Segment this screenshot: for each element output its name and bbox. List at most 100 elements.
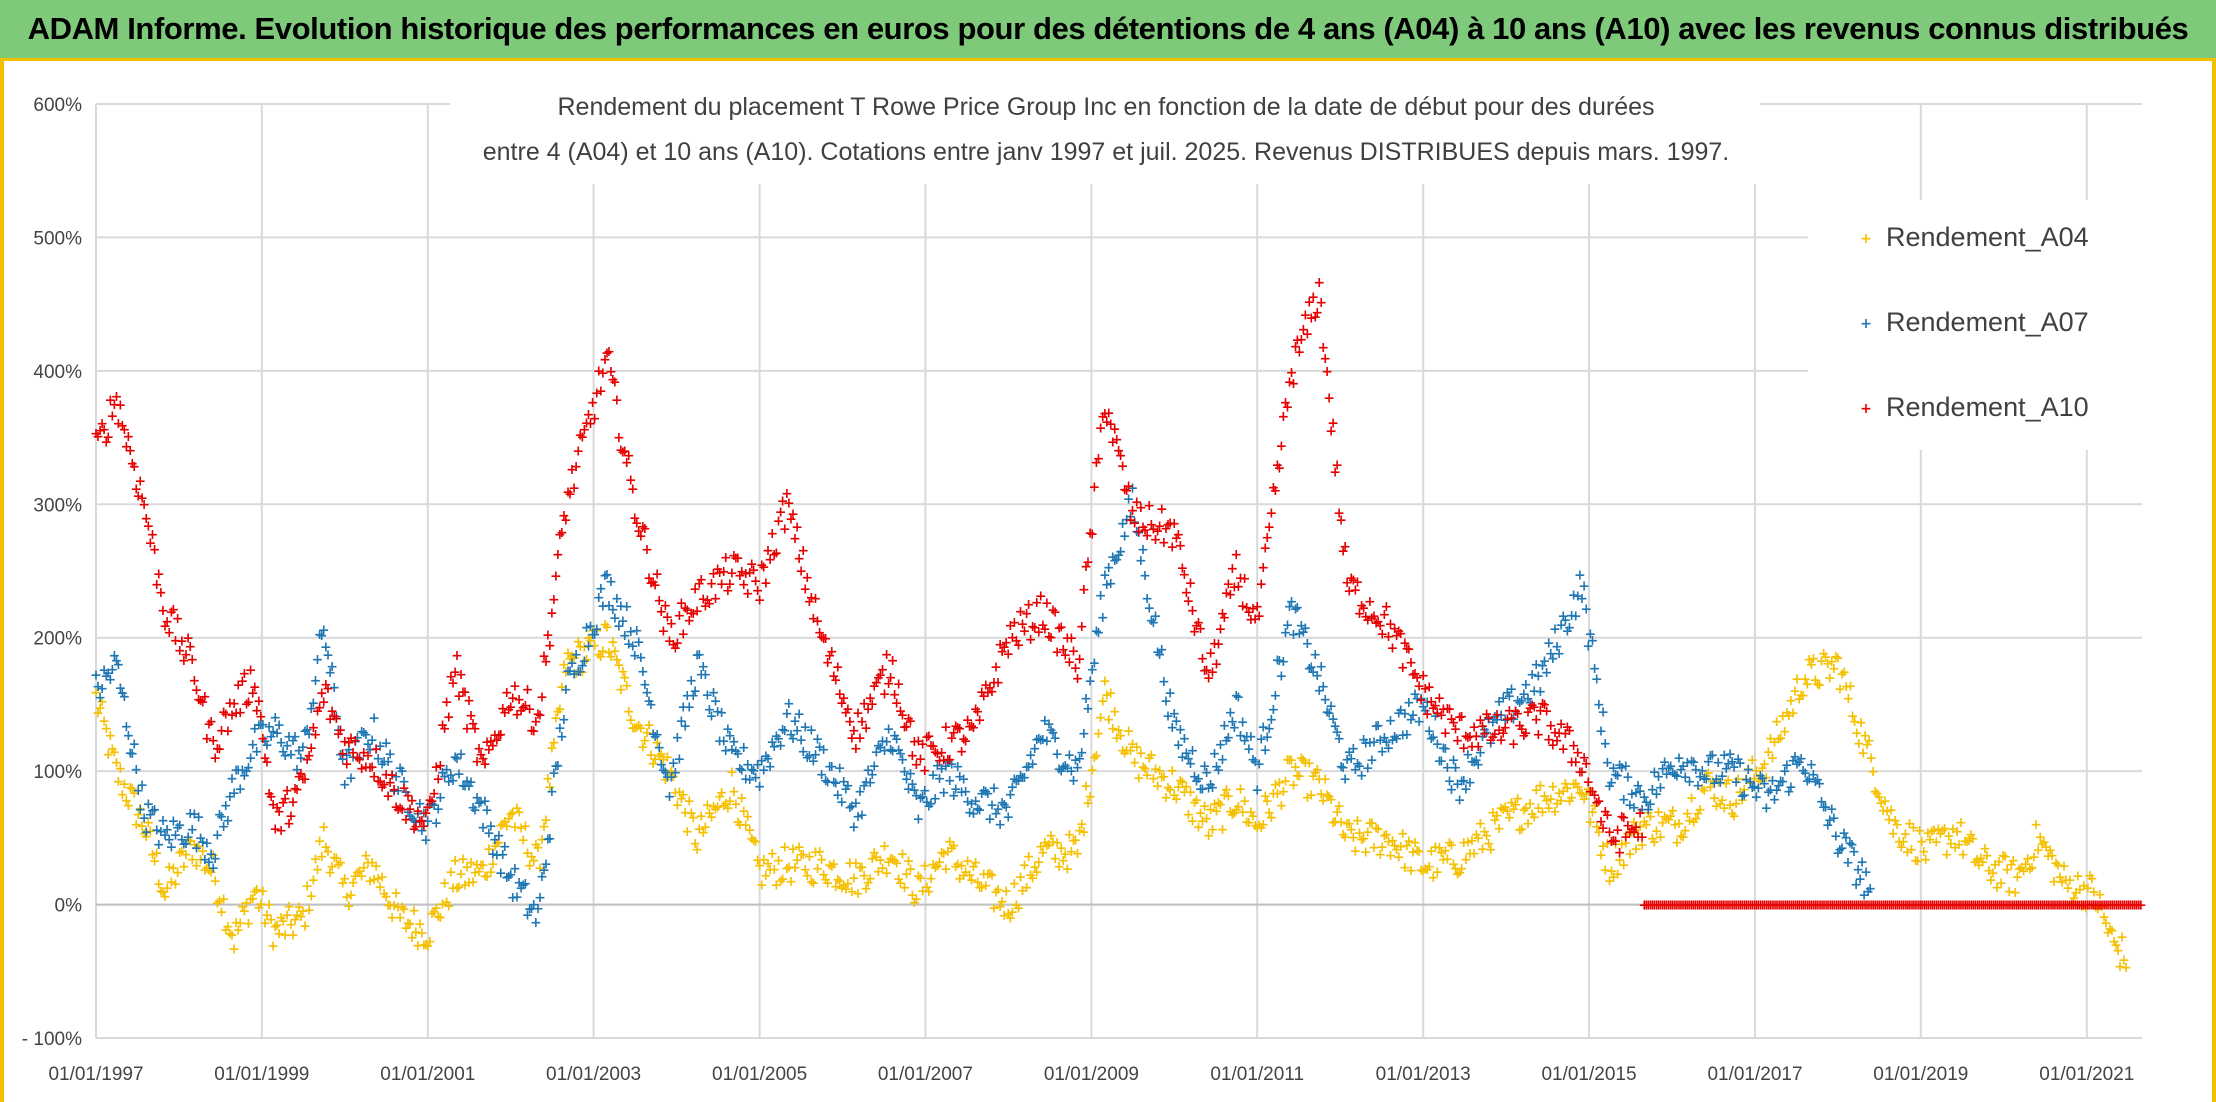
data-point-a04: +	[1712, 774, 1724, 790]
data-point-a04: +	[699, 819, 711, 835]
data-point-a04: +	[958, 868, 970, 884]
data-point-a04: +	[312, 862, 324, 878]
data-point-a04: +	[2078, 878, 2090, 894]
data-point-a04: +	[1512, 791, 1524, 807]
data-point-a04: +	[1025, 868, 1037, 884]
data-point-a04: +	[1754, 773, 1766, 789]
data-point-a07: +	[611, 591, 623, 607]
data-point-a07: +	[457, 778, 469, 794]
data-point-a10: +	[149, 542, 161, 558]
data-point-a07: +	[675, 713, 687, 729]
data-point-a04: +	[390, 886, 402, 902]
data-point-a10: +	[115, 398, 127, 414]
data-point-a04: +	[1002, 906, 1014, 922]
data-point-a07: +	[207, 860, 219, 876]
data-point-a07: +	[102, 666, 114, 682]
data-point-a04: +	[716, 785, 728, 801]
data-point-a04: +	[2108, 934, 2120, 950]
data-point-a07: +	[277, 744, 289, 760]
data-point-a10: +	[253, 694, 265, 710]
data-point-a04: +	[1226, 807, 1238, 823]
data-point-a07: +	[546, 784, 558, 800]
data-point-a07: +	[239, 768, 251, 784]
data-point-a04: +	[754, 858, 766, 874]
data-point-a04: +	[410, 924, 422, 940]
data-point-a04: +	[572, 634, 584, 650]
data-point-a04: +	[310, 852, 322, 868]
data-point-a04: +	[2009, 885, 2021, 901]
data-point-a04: +	[814, 844, 826, 860]
data-point-a04: +	[301, 879, 313, 895]
data-point-a04: +	[245, 892, 257, 908]
data-point-a04: +	[1840, 679, 1852, 695]
data-point-a04: +	[422, 938, 434, 954]
data-point-a04: +	[520, 819, 532, 835]
data-point-a07: +	[106, 662, 118, 678]
data-point-a04: +	[998, 908, 1010, 924]
data-point-a04: +	[1566, 790, 1578, 806]
data-point-a07: +	[441, 762, 453, 778]
data-point-a04: +	[940, 862, 952, 878]
data-point-a07: +	[203, 854, 215, 870]
data-point-a04: +	[2118, 953, 2130, 969]
data-point-a07: +	[738, 740, 750, 756]
data-point-a07: +	[222, 813, 234, 829]
data-point-a04: +	[1387, 833, 1399, 849]
data-point-a04: +	[307, 873, 319, 889]
data-point-a04: +	[1013, 900, 1025, 916]
data-point-a04: +	[966, 873, 978, 889]
data-point-a04: +	[376, 870, 388, 886]
data-point-a04: +	[94, 700, 106, 716]
data-point-a07: +	[140, 824, 152, 840]
data-point-a04: +	[1705, 779, 1717, 795]
data-point-a10: +	[810, 591, 822, 607]
data-point-a04: +	[905, 861, 917, 877]
data-point-a04: +	[157, 884, 169, 900]
data-point-a04: +	[1526, 806, 1538, 822]
data-point-a04: +	[269, 919, 281, 935]
data-point-a10: +	[568, 481, 580, 497]
data-point-a07: +	[380, 736, 392, 752]
data-point-a07: +	[285, 747, 297, 763]
data-point-a07: +	[172, 820, 184, 836]
y-tick-label: 100%	[33, 762, 82, 783]
data-point-a04: +	[2102, 925, 2114, 941]
data-point-a07: +	[257, 717, 269, 733]
data-point-a07: +	[475, 795, 487, 811]
data-point-a07: +	[842, 778, 854, 794]
data-point-a04: +	[524, 858, 536, 874]
data-point-a07: +	[178, 836, 190, 852]
data-point-a10: +	[1185, 575, 1197, 591]
data-point-a04: +	[243, 916, 255, 932]
data-point-a04: +	[1495, 801, 1507, 817]
data-point-a04: +	[1899, 827, 1911, 843]
data-point-a04: +	[664, 766, 676, 782]
data-point-a04: +	[320, 840, 332, 856]
data-point-a07: +	[347, 749, 359, 765]
data-point-a07: +	[463, 779, 475, 795]
data-point-a04: +	[605, 649, 617, 665]
data-point-a07: +	[1156, 642, 1168, 658]
data-point-a07: +	[1207, 780, 1219, 796]
data-point-a04: +	[994, 899, 1006, 915]
data-point-a04: +	[394, 910, 406, 926]
data-point-a04: +	[1271, 786, 1283, 802]
data-point-a04: +	[1189, 795, 1201, 811]
data-point-a07: +	[625, 624, 637, 640]
data-point-a10: +	[443, 710, 455, 726]
data-point-a04: +	[1572, 779, 1584, 795]
data-point-a04: +	[546, 741, 558, 757]
data-point-a04: +	[1162, 780, 1174, 796]
data-point-a04: +	[1174, 773, 1186, 789]
data-point-a04: +	[184, 834, 196, 850]
data-point-a10: +	[1088, 479, 1100, 495]
x-tick-label: 01/01/2017	[1707, 1064, 1802, 1085]
data-point-a10: +	[1323, 391, 1335, 407]
data-point-a04: +	[978, 867, 990, 883]
data-point-a07: +	[550, 759, 562, 775]
data-point-a04: +	[929, 860, 941, 876]
data-point-a07: +	[118, 689, 130, 705]
data-point-a10: +	[1276, 438, 1288, 454]
data-point-a07: +	[117, 685, 129, 701]
